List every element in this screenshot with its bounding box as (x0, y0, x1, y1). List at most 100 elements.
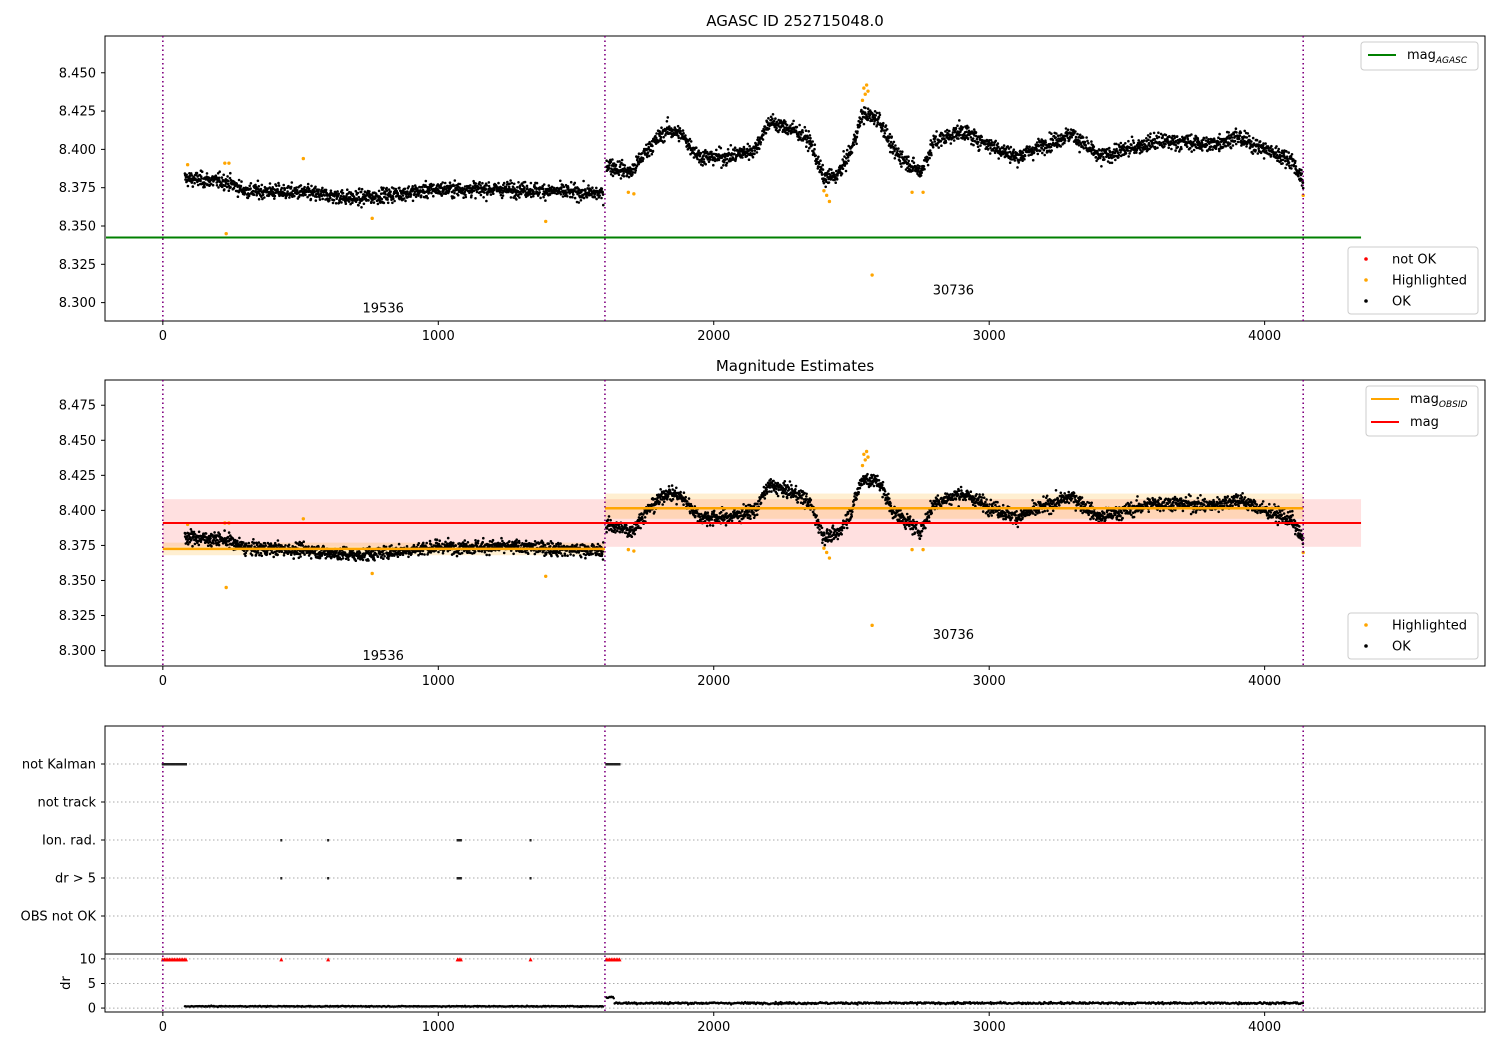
ok-point (511, 185, 515, 188)
ok-point (704, 148, 707, 152)
ok-point (543, 543, 547, 547)
ok-point (406, 190, 409, 193)
ok-point (485, 199, 488, 203)
ok-point (1281, 158, 1285, 162)
ok-point (967, 126, 970, 129)
ok-point (236, 195, 240, 198)
ok-point (864, 106, 867, 110)
ok-point (681, 129, 685, 132)
ok-point (1084, 144, 1087, 147)
ok-point (931, 145, 935, 149)
ok-point (521, 550, 524, 553)
ok-point (1287, 151, 1290, 154)
ok-point (372, 201, 376, 204)
ok-point (392, 197, 395, 200)
ok-point (1205, 143, 1209, 147)
ok-point (200, 170, 204, 173)
ok-point (988, 152, 992, 155)
ok-point (250, 544, 253, 547)
ok-point (1175, 135, 1179, 138)
ok-point (332, 198, 336, 202)
ok-point (600, 196, 603, 200)
ok-point (532, 190, 535, 193)
highlighted-point (185, 163, 190, 167)
ok-point (404, 199, 407, 203)
x-tick-label: 4000 (1248, 329, 1281, 344)
ok-point (361, 558, 365, 562)
ok-point (256, 551, 260, 554)
ok-point (257, 197, 261, 201)
ok-point (1108, 150, 1112, 154)
ok-point (1231, 144, 1235, 147)
ok-point (239, 184, 243, 188)
highlighted-point (863, 92, 867, 96)
ok-point (978, 148, 981, 152)
ok-point (189, 177, 192, 180)
y-tick-label: 8.450 (59, 434, 96, 449)
ok-point (462, 196, 465, 199)
ok-point (341, 557, 345, 560)
ok-point (454, 544, 458, 547)
ok-point (273, 197, 276, 200)
ok-point (402, 197, 406, 200)
ok-point (1238, 137, 1241, 141)
ok-point (1185, 145, 1189, 148)
ok-point (290, 181, 294, 184)
ok-point (891, 152, 895, 155)
ok-point (930, 153, 933, 157)
ok-point (847, 159, 850, 162)
ok-point (473, 550, 477, 553)
highlighted-point (370, 216, 374, 221)
ok-point (1100, 165, 1103, 168)
ok-point (689, 140, 693, 143)
ok-point (677, 139, 681, 143)
magnitude-estimates-panel: Magnitude Estimates 8.3008.3258.3508.375… (59, 357, 1486, 689)
ok-point (928, 156, 931, 160)
ok-point (409, 195, 412, 198)
ok-point (931, 143, 935, 147)
ok-point (426, 196, 429, 200)
ok-point (1239, 131, 1243, 134)
ok-point (1245, 136, 1249, 139)
ok-point (611, 158, 614, 161)
ok-point (650, 152, 654, 156)
ok-point (441, 181, 445, 184)
ok-point (898, 159, 902, 163)
ok-point (412, 543, 416, 547)
ok-point (441, 551, 445, 555)
ok-point (771, 117, 774, 121)
ok-point (996, 142, 1000, 145)
ok-point (443, 185, 447, 189)
x-tick-label: 3000 (973, 674, 1006, 689)
ok-point (335, 197, 339, 200)
ok-point (195, 171, 199, 175)
ok-point (356, 198, 359, 201)
ok-point (220, 182, 223, 185)
ok-point (517, 181, 520, 184)
ok-point (799, 136, 802, 139)
ok-point (748, 144, 751, 148)
ok-point (811, 140, 814, 143)
ok-point (929, 139, 933, 142)
ok-point (822, 181, 826, 185)
highlighted-point (824, 193, 829, 198)
ok-point (254, 553, 258, 556)
ok-point (383, 555, 386, 558)
ok-point (1130, 143, 1133, 147)
ok-point (358, 187, 361, 190)
highlighted-point (632, 192, 636, 196)
ok-point (726, 148, 730, 151)
ok-point (472, 189, 476, 193)
ok-point (217, 186, 220, 189)
ok-point (1055, 132, 1058, 135)
ok-point (885, 128, 889, 131)
ok-point (634, 169, 637, 172)
ok-point (236, 539, 239, 543)
ok-point (566, 195, 569, 198)
ok-point (492, 192, 495, 195)
ok-point (806, 149, 810, 153)
ok-point (302, 540, 306, 543)
x-tick-label: 2000 (697, 674, 730, 689)
ok-point (237, 190, 241, 194)
ok-point (1070, 135, 1073, 139)
